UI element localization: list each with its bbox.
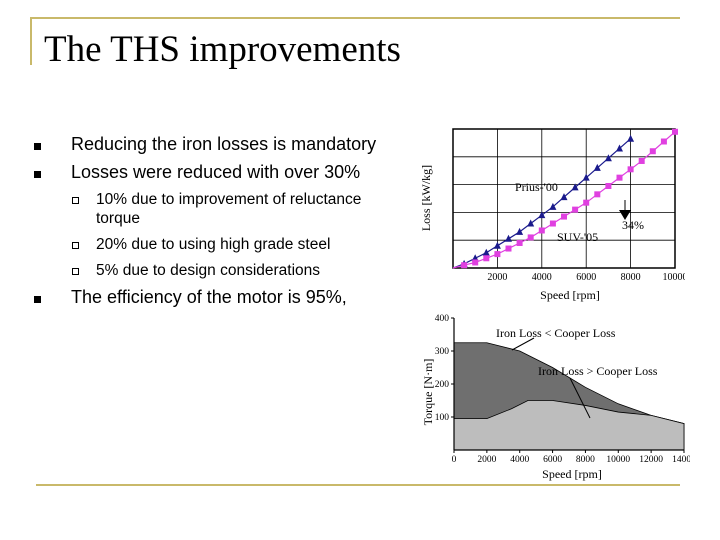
data-point <box>638 157 645 164</box>
torque-chart-xtick: 0 <box>452 455 457 465</box>
sub-bullet-high-grade-steel: 20% due to using high grade steel <box>96 236 331 253</box>
torque-chart-xtick: 6000 <box>543 455 562 465</box>
data-point <box>583 199 590 206</box>
torque-chart-ytick: 300 <box>435 347 450 357</box>
data-point <box>594 191 601 198</box>
frame-left-rule <box>30 17 32 65</box>
annotation-leader-lower <box>569 377 591 419</box>
annotation-suv: SUV-'05 <box>557 230 598 244</box>
data-point <box>582 173 590 181</box>
data-point <box>571 183 579 191</box>
loss-chart-xtick: 4000 <box>532 272 552 283</box>
reduction-arrow-head <box>619 210 631 220</box>
data-point <box>604 154 612 162</box>
torque-chart-ylabel: Torque [N·m] <box>421 359 435 426</box>
sub-bullet-reluctance-cont: torque <box>96 210 140 227</box>
sub-bullet-design: 5% due to design considerations <box>96 262 321 279</box>
data-point <box>660 138 667 145</box>
sub-bullet-marker <box>72 242 79 249</box>
annotation-prius: Prius-'00 <box>515 180 558 194</box>
loss-chart-xtick: 6000 <box>576 272 596 283</box>
bullet-efficiency: The efficiency of the motor is 95%, <box>71 287 347 307</box>
torque-chart-ytick: 100 <box>435 413 450 423</box>
data-point <box>561 213 567 220</box>
loss-chart-xtick: 2000 <box>487 272 507 283</box>
data-point <box>605 182 612 189</box>
torque-chart-xtick: 10000 <box>606 455 630 465</box>
data-point <box>572 206 579 213</box>
annotation-leader-upper <box>511 337 535 351</box>
annotation-iron-gt-cooper: Iron Loss > Cooper Loss <box>538 364 658 378</box>
torque-chart-xtick: 4000 <box>510 455 529 465</box>
data-point <box>516 227 524 235</box>
torque-chart-xtick: 8000 <box>576 455 595 465</box>
area-iron-lt-cooper <box>453 400 685 451</box>
data-point <box>472 259 479 266</box>
torque-chart-ytick: 200 <box>435 380 450 390</box>
data-point <box>549 220 556 227</box>
slide-title: The THS improvements <box>44 29 401 70</box>
data-point <box>560 193 568 201</box>
data-point <box>593 163 601 171</box>
sub-bullet-reluctance: 10% due to improvement of reluctance <box>96 191 362 208</box>
loss-chart-xtick: 8000 <box>621 272 641 283</box>
sub-bullet-marker <box>72 197 79 204</box>
loss-chart-xtick: 10000 <box>663 272 686 283</box>
loss-chart: 2000 4000 6000 8000 10000 Speed [rpm] Loss [… <box>419 128 686 302</box>
loss-chart-xlabel: Speed [rpm] <box>540 288 600 302</box>
data-point <box>616 174 623 181</box>
torque-chart-xtick: 14000 <box>672 455 690 465</box>
annotation-34-percent: 34% <box>622 218 644 232</box>
torque-chart-xtick: 2000 <box>477 455 496 465</box>
data-point <box>549 202 557 210</box>
data-point <box>482 248 490 256</box>
bullet-reducing-iron-losses: Reducing the iron losses is mandatory <box>71 134 377 154</box>
data-point <box>538 211 546 219</box>
loss-chart-frame <box>452 128 676 269</box>
data-point <box>616 144 623 152</box>
data-point <box>538 227 545 234</box>
data-point <box>505 234 512 242</box>
data-point <box>627 166 634 173</box>
data-point <box>627 134 635 142</box>
bullet-marker <box>34 296 41 303</box>
data-point <box>505 245 512 252</box>
loss-chart-ylabel: Loss [kW/kg] <box>419 165 433 231</box>
torque-chart: 0 2000 4000 6000 8000 10000 12000 14000 100 200 30… <box>421 314 690 481</box>
data-point <box>493 241 501 249</box>
frame-bottom-rule <box>36 484 680 486</box>
data-point <box>516 239 523 246</box>
data-point <box>649 148 656 155</box>
data-point <box>483 255 490 262</box>
data-point <box>527 219 535 227</box>
data-point <box>461 262 468 269</box>
torque-chart-xtick: 12000 <box>639 455 663 465</box>
annotation-iron-lt-cooper: Iron Loss < Cooper Loss <box>496 326 616 340</box>
torque-chart-ytick: 400 <box>435 314 450 324</box>
torque-chart-xlabel: Speed [rpm] <box>542 467 602 481</box>
bullet-marker <box>34 143 41 150</box>
frame-top-rule <box>30 17 680 19</box>
data-point <box>672 128 678 135</box>
data-point <box>494 251 501 258</box>
data-point <box>527 234 534 241</box>
bullet-losses-reduced: Losses were reduced with over 30% <box>71 162 361 182</box>
bullet-marker <box>34 171 41 178</box>
sub-bullet-marker <box>72 268 79 275</box>
